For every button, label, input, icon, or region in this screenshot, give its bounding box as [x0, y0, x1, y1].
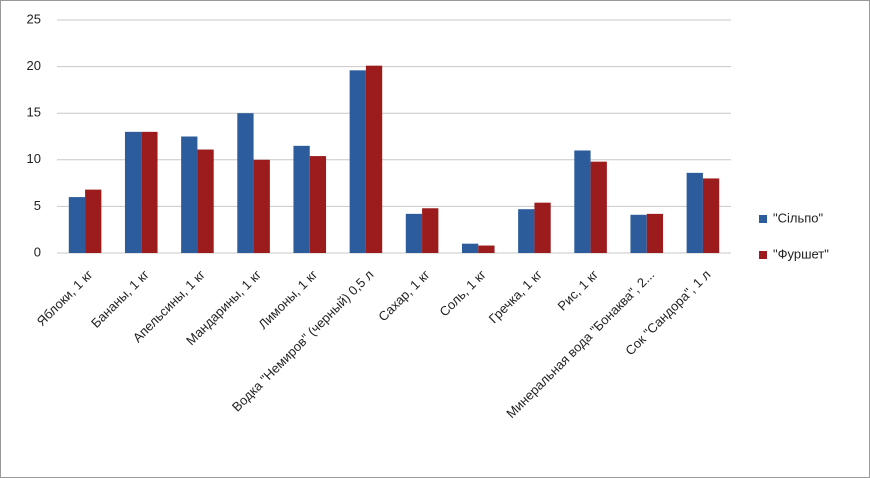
bar — [422, 208, 439, 253]
bar — [534, 202, 551, 253]
bar — [630, 214, 647, 253]
bar — [574, 150, 591, 253]
bar — [349, 70, 366, 253]
bar — [293, 145, 310, 253]
bar — [518, 209, 535, 253]
bar — [686, 172, 703, 253]
legend-label: "Фуршет" — [773, 246, 829, 261]
bar — [309, 156, 327, 253]
bar — [197, 149, 214, 253]
bar — [461, 243, 479, 253]
bar — [253, 159, 270, 253]
bar — [141, 131, 158, 253]
y-tick-label: 15 — [27, 105, 41, 120]
bar — [365, 65, 383, 253]
bar — [646, 213, 664, 253]
legend-swatch — [759, 251, 767, 259]
bar — [181, 136, 198, 253]
y-tick-label: 25 — [27, 11, 41, 26]
bar — [68, 197, 86, 253]
y-tick-label: 5 — [34, 198, 41, 213]
legend-label: "Сільпо" — [773, 210, 824, 225]
bar — [237, 113, 254, 253]
bar — [590, 161, 607, 253]
y-tick-label: 10 — [27, 151, 41, 166]
y-tick-label: 20 — [27, 58, 41, 73]
bar — [124, 131, 142, 253]
bar — [702, 178, 720, 253]
legend-swatch — [759, 215, 767, 223]
bar — [478, 245, 495, 253]
bar — [405, 213, 423, 253]
y-tick-label: 0 — [34, 244, 41, 259]
bar — [85, 189, 102, 253]
